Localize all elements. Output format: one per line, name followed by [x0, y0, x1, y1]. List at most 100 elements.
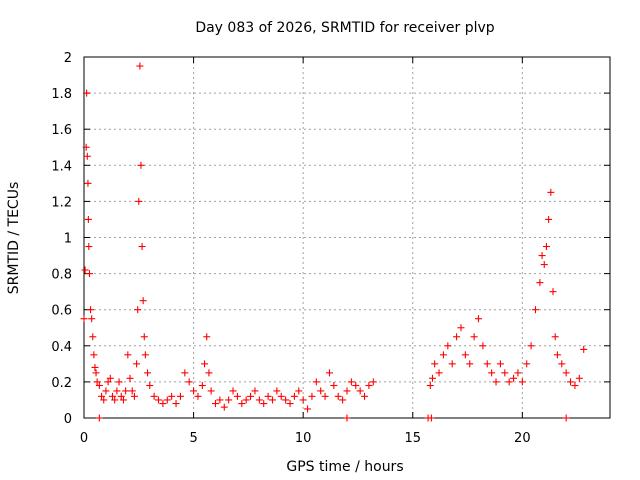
- data-point: [92, 369, 100, 377]
- y-tick-label: 1.6: [51, 123, 72, 138]
- data-point: [88, 315, 96, 323]
- data-point: [181, 369, 189, 377]
- data-point: [203, 333, 211, 341]
- data-point: [133, 360, 141, 368]
- data-point: [540, 261, 548, 269]
- data-point: [562, 414, 570, 422]
- grid: [84, 57, 610, 418]
- data-point: [220, 403, 228, 411]
- data-point: [242, 396, 250, 404]
- data-point: [146, 382, 154, 390]
- data-point: [98, 392, 106, 400]
- plot-frame: [83, 56, 611, 419]
- data-point: [321, 392, 329, 400]
- data-point: [198, 382, 206, 390]
- data-point: [510, 374, 518, 382]
- data-point: [282, 396, 290, 404]
- data-point: [168, 392, 176, 400]
- data-point: [93, 378, 101, 386]
- data-point: [83, 152, 91, 160]
- data-point: [238, 400, 246, 408]
- data-point: [194, 392, 202, 400]
- data-point: [505, 378, 513, 386]
- y-tick-label: 0.8: [51, 268, 72, 283]
- data-point: [428, 374, 436, 382]
- x-tick-label: 10: [295, 431, 312, 446]
- data-point: [130, 392, 138, 400]
- data-point: [117, 392, 125, 400]
- y-tick-label: 1.8: [51, 87, 72, 102]
- data-point: [352, 382, 360, 390]
- data-point: [229, 387, 237, 395]
- x-tick-label: 15: [404, 431, 421, 446]
- data-point: [479, 342, 487, 350]
- data-point: [518, 378, 526, 386]
- data-point: [113, 387, 121, 395]
- data-point: [347, 378, 355, 386]
- data-point: [470, 333, 478, 341]
- y-tick-label: 1.2: [51, 195, 72, 210]
- data-point: [205, 369, 213, 377]
- data-point: [317, 387, 325, 395]
- data-point: [81, 266, 89, 274]
- data-point: [216, 396, 224, 404]
- data-point: [134, 306, 142, 314]
- data-point: [89, 333, 97, 341]
- data-point: [190, 387, 198, 395]
- data-point: [286, 400, 294, 408]
- data-point: [126, 374, 134, 382]
- data-point: [483, 360, 491, 368]
- data-point: [260, 400, 268, 408]
- data-point: [536, 279, 544, 287]
- y-tick-label: 2: [64, 51, 72, 66]
- data-point: [551, 333, 559, 341]
- data-point: [273, 387, 281, 395]
- data-point: [531, 306, 539, 314]
- data-point: [155, 396, 163, 404]
- data-point: [290, 392, 298, 400]
- data-point: [140, 333, 148, 341]
- data-point: [95, 414, 103, 422]
- data-point: [83, 89, 91, 97]
- data-point: [85, 270, 93, 278]
- data-point: [488, 369, 496, 377]
- y-tick-label: 0.2: [51, 376, 72, 391]
- data-point: [547, 188, 555, 196]
- data-point: [233, 392, 241, 400]
- y-tick-label: 0.4: [51, 340, 72, 355]
- data-point: [138, 243, 146, 251]
- data-point: [91, 363, 99, 371]
- data-point: [136, 62, 144, 70]
- data-point: [448, 360, 456, 368]
- data-point: [163, 396, 171, 404]
- data-point: [124, 351, 132, 359]
- data-point: [369, 378, 377, 386]
- data-point: [84, 179, 92, 187]
- data-point: [325, 369, 333, 377]
- data-point: [251, 387, 259, 395]
- data-point: [90, 351, 98, 359]
- data-point: [150, 392, 158, 400]
- data-point: [426, 382, 434, 390]
- data-point: [207, 387, 215, 395]
- data-point: [100, 396, 108, 404]
- data-point: [115, 378, 123, 386]
- data-point: [304, 405, 312, 413]
- data-point: [82, 143, 90, 151]
- data-point: [104, 378, 112, 386]
- data-point: [343, 387, 351, 395]
- data-point: [475, 315, 482, 323]
- x-tick-label: 20: [514, 431, 531, 446]
- data-point: [457, 324, 465, 332]
- data-point: [122, 387, 130, 395]
- chart-title: Day 083 of 2026, SRMTID for receiver plv…: [195, 20, 494, 36]
- x-axis-label: GPS time / hours: [286, 459, 403, 475]
- data-point: [580, 345, 588, 353]
- data-point: [95, 382, 103, 390]
- data-point: [549, 288, 557, 296]
- data-point: [172, 400, 180, 408]
- data-point: [492, 378, 500, 386]
- data-point: [185, 378, 193, 386]
- data-point: [128, 387, 136, 395]
- data-point: [466, 360, 474, 368]
